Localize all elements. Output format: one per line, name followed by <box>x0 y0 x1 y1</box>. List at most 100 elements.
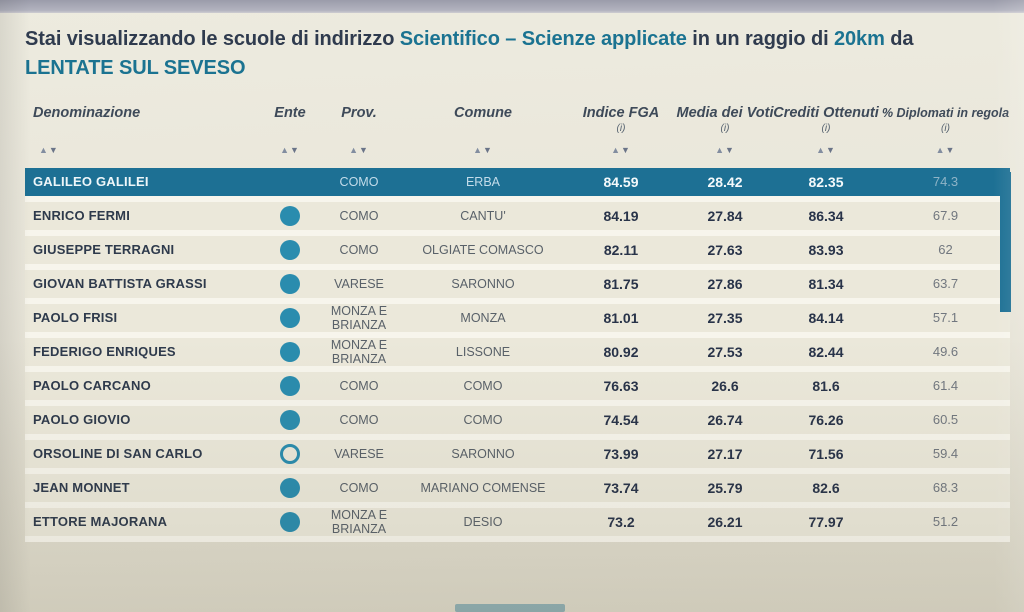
column-label: Denominazione <box>33 105 141 121</box>
media-voti-value: 27.53 <box>707 344 743 360</box>
sort-asc-icon[interactable]: ▲ <box>715 145 725 155</box>
school-name: GALILEO GALILEI <box>33 174 149 189</box>
info-icon[interactable]: (i) <box>720 123 730 134</box>
school-name: GIUSEPPE TERRAGNI <box>33 242 175 257</box>
province: COMO <box>339 379 379 393</box>
indice-fga-value: 82.11 <box>603 242 639 258</box>
comune: ERBA <box>465 175 501 189</box>
summary-middle: in un raggio di <box>692 28 829 50</box>
column-header-diplomati: % Diplomati in regola (i) ▲▼ <box>881 104 1010 156</box>
column-header-prov: Prov. ▲▼ <box>315 104 403 156</box>
table-row[interactable]: ETTORE MAJORANA MONZA E BRIANZA DESIO 73… <box>25 508 1010 542</box>
column-label: Media dei Voti <box>676 105 774 121</box>
school-name: FEDERIGO ENRIQUES <box>33 344 176 359</box>
info-icon[interactable]: (i) <box>821 123 831 134</box>
sort-asc-icon[interactable]: ▲ <box>611 145 621 155</box>
table-row[interactable]: ENRICO FERMI COMO CANTU' 84.19 27.84 86.… <box>25 202 1010 236</box>
info-icon[interactable]: (i) <box>616 123 626 134</box>
ente-dot-icon <box>280 206 300 226</box>
sort-control-media-voti[interactable]: ▲▼ <box>715 144 735 156</box>
diplomati-value: 67.9 <box>932 208 959 223</box>
sort-control-denominazione[interactable]: ▲▼ <box>33 144 59 156</box>
comune: SARONNO <box>451 447 515 461</box>
sort-desc-icon[interactable]: ▼ <box>826 145 836 155</box>
table-row[interactable]: GIUSEPPE TERRAGNI COMO OLGIATE COMASCO 8… <box>25 236 1010 270</box>
school-name: PAOLO GIOVIO <box>33 412 131 427</box>
province: VARESE <box>334 447 384 461</box>
sort-desc-icon[interactable]: ▼ <box>621 145 631 155</box>
comune: DESIO <box>463 515 503 529</box>
comune: SARONNO <box>451 277 515 291</box>
column-header-media-voti: Media dei Voti (i) ▲▼ <box>676 104 774 156</box>
radius-highlight: 20km <box>834 28 885 50</box>
ente-dot-icon <box>280 274 300 294</box>
table-row[interactable]: ORSOLINE DI SAN CARLO VARESE SARONNO 73.… <box>25 440 1010 474</box>
table-row[interactable]: PAOLO CARCANO COMO COMO 76.63 26.6 81.6 … <box>25 372 1010 406</box>
table-body: GALILEO GALILEI COMO ERBA 84.59 28.42 82… <box>25 168 1010 542</box>
province: COMO <box>339 175 379 189</box>
sort-control-indice-fga[interactable]: ▲▼ <box>611 144 631 156</box>
sort-desc-icon[interactable]: ▼ <box>945 145 956 155</box>
comune: MARIANO COMENSE <box>420 481 546 495</box>
sort-desc-icon[interactable]: ▼ <box>483 145 493 155</box>
ente-cell <box>265 478 315 498</box>
province: VARESE <box>334 277 384 291</box>
sort-asc-icon[interactable]: ▲ <box>349 145 359 155</box>
province: COMO <box>339 243 379 257</box>
ente-cell <box>265 376 315 396</box>
column-label: Crediti Ottenuti <box>773 105 879 121</box>
column-label: Comune <box>454 105 512 121</box>
school-name: ORSOLINE DI SAN CARLO <box>33 446 203 461</box>
sort-control-crediti[interactable]: ▲▼ <box>816 144 836 156</box>
crediti-value: 84.14 <box>808 310 844 326</box>
media-voti-value: 26.6 <box>711 378 739 394</box>
province: MONZA E BRIANZA <box>330 338 388 366</box>
sort-desc-icon[interactable]: ▼ <box>48 145 59 155</box>
sort-asc-icon[interactable]: ▲ <box>816 145 826 155</box>
table-row[interactable]: GALILEO GALILEI COMO ERBA 84.59 28.42 82… <box>25 168 1010 202</box>
sort-desc-icon[interactable]: ▼ <box>725 145 735 155</box>
sort-control-diplomati[interactable]: ▲▼ <box>936 144 956 156</box>
school-name: ETTORE MAJORANA <box>33 514 168 529</box>
sort-asc-icon[interactable]: ▲ <box>935 145 946 155</box>
province: MONZA E BRIANZA <box>330 304 388 332</box>
indice-fga-value: 74.54 <box>603 412 639 428</box>
table-row[interactable]: PAOLO GIOVIO COMO COMO 74.54 26.74 76.26… <box>25 406 1010 440</box>
ente-cell <box>265 410 315 430</box>
indice-fga-value: 84.59 <box>603 174 639 190</box>
crediti-value: 82.6 <box>812 480 840 496</box>
column-header-comune: Comune ▲▼ <box>403 104 563 156</box>
sort-asc-icon[interactable]: ▲ <box>280 145 290 155</box>
ente-cell <box>265 206 315 226</box>
sort-asc-icon[interactable]: ▲ <box>473 145 483 155</box>
indice-fga-value: 76.63 <box>603 378 639 394</box>
ente-dot-icon <box>280 308 300 328</box>
column-label: Prov. <box>341 105 377 121</box>
table-row[interactable]: JEAN MONNET COMO MARIANO COMENSE 73.74 2… <box>25 474 1010 508</box>
sort-asc-icon[interactable]: ▲ <box>39 145 49 155</box>
table-row[interactable]: FEDERIGO ENRIQUES MONZA E BRIANZA LISSON… <box>25 338 1010 372</box>
media-voti-value: 27.86 <box>707 276 743 292</box>
table-row[interactable]: PAOLO FRISI MONZA E BRIANZA MONZA 81.01 … <box>25 304 1010 338</box>
diplomati-value: 63.7 <box>932 276 959 291</box>
location-highlight: LENTATE SUL SEVESO <box>25 57 246 79</box>
table-row[interactable]: GIOVAN BATTISTA GRASSI VARESE SARONNO 81… <box>25 270 1010 304</box>
results-summary: Stai visualizzando le scuole di indirizz… <box>25 25 1010 83</box>
info-icon[interactable]: (i) <box>941 123 950 134</box>
sort-control-prov[interactable]: ▲▼ <box>349 144 369 156</box>
diplomati-value: 51.2 <box>932 514 959 529</box>
province: COMO <box>339 481 379 495</box>
vertical-scrollbar-thumb[interactable] <box>1000 172 1011 312</box>
school-name: ENRICO FERMI <box>33 208 131 223</box>
sort-desc-icon[interactable]: ▼ <box>359 145 369 155</box>
comune: OLGIATE COMASCO <box>422 243 544 257</box>
diplomati-value: 61.4 <box>932 378 959 393</box>
school-name: GIOVAN BATTISTA GRASSI <box>33 276 207 291</box>
sort-control-comune[interactable]: ▲▼ <box>473 144 493 156</box>
sort-desc-icon[interactable]: ▼ <box>290 145 300 155</box>
indice-fga-value: 73.74 <box>603 480 639 496</box>
column-header-indice-fga: Indice FGA (i) ▲▼ <box>563 104 679 156</box>
summary-prefix: Stai visualizzando le scuole di indirizz… <box>25 28 395 50</box>
sort-control-ente[interactable]: ▲▼ <box>280 144 300 156</box>
comune: MONZA <box>460 311 506 325</box>
